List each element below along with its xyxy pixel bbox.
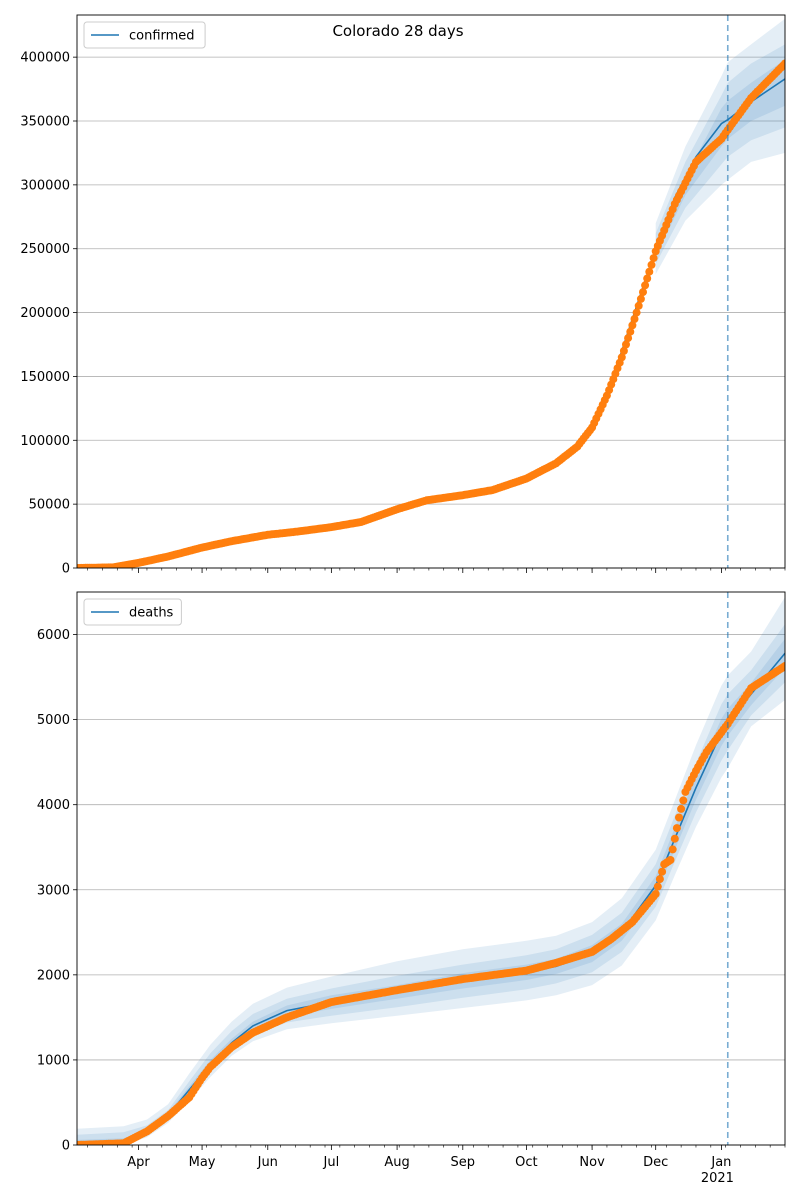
deaths-legend-box [83, 598, 182, 626]
confirmed-axes-frame [76, 14, 786, 569]
deaths-xtick-label: May [189, 1155, 216, 1170]
deaths-xtick-label: Dec [643, 1155, 668, 1170]
confirmed-plot-area [77, 18, 785, 568]
confirmed-ytick-label: 100000 [20, 434, 70, 449]
confirmed-observed-point [622, 340, 630, 349]
confirmed-observed-point [626, 327, 635, 336]
deaths-xtick-label: Oct [515, 1155, 537, 1170]
confirmed-ytick-label: 0 [62, 562, 70, 577]
chart-title: Colorado 28 days [332, 22, 463, 40]
confirmed-observed-point [617, 353, 626, 362]
confirmed-observed-point [781, 59, 785, 68]
deaths-xtick-label: Jun [257, 1155, 278, 1170]
deaths-xtick-label: Jul [323, 1155, 340, 1170]
confirmed-observed-point [634, 301, 643, 310]
deaths-observed-point [679, 796, 688, 805]
deaths-band-outer [77, 597, 785, 1145]
confirmed-observed-point [639, 288, 647, 297]
deaths-xtick-label: Sep [451, 1155, 476, 1170]
deaths-ytick-label: 2000 [37, 968, 70, 983]
deaths-observed-point [651, 890, 660, 898]
confirmed-ytick-label: 350000 [20, 115, 70, 130]
deaths-observed-point [666, 856, 675, 864]
deaths-ytick-label: 6000 [37, 628, 70, 643]
deaths-xtick-label: Nov [579, 1155, 605, 1170]
confirmed-ytick-label: 50000 [29, 498, 70, 513]
confirmed-observed-point [628, 321, 637, 330]
deaths-observed-point [677, 804, 686, 813]
deaths-ytick-label: 0 [62, 1139, 70, 1154]
deaths-xtick-sublabel: 2021 [701, 1171, 734, 1186]
confirmed-observed-point [641, 281, 650, 290]
confirmed-observed-point [636, 294, 645, 303]
deaths-ytick-label: 1000 [37, 1053, 70, 1068]
confirmed-ytick-label: 300000 [20, 178, 70, 193]
deaths-observed-point [653, 882, 662, 891]
deaths-ytick-label: 4000 [37, 798, 70, 813]
deaths-observed-point [668, 845, 677, 854]
confirmed-legend: confirmed [83, 21, 206, 49]
deaths-legend-label: deaths [129, 606, 174, 621]
deaths-panel: 0 1000 2000 3000 4000 5000 6000 Apr May Jun Jul Aug… [37, 591, 786, 1186]
deaths-xtick-label: Apr [127, 1155, 150, 1170]
deaths-band-middle [77, 624, 785, 1145]
confirmed-observed-point [624, 334, 633, 343]
deaths-xtick-label: Aug [384, 1155, 409, 1170]
deaths-observed-point [670, 834, 679, 843]
confirmed-observed-point [643, 274, 652, 283]
confirmed-ytick-label: 150000 [20, 370, 70, 385]
deaths-ytick-label: 3000 [37, 883, 70, 898]
confirmed-observed-point [630, 315, 639, 323]
confirmed-observed-point [619, 346, 628, 355]
confirmed-observed-point [645, 267, 654, 276]
deaths-observed-point [675, 813, 683, 822]
deaths-axes-frame [76, 591, 786, 1146]
deaths-ytick-label: 5000 [37, 713, 70, 728]
confirmed-ytick-label: 250000 [20, 242, 70, 257]
deaths-observed-point [658, 867, 667, 876]
confirmed-legend-box [83, 21, 206, 49]
confirmed-panel: 0 50000 100000 150000 200000 250000 300000 3500… [20, 14, 786, 577]
confirmed-band-inner [655, 59, 785, 257]
deaths-plot-area [77, 597, 785, 1145]
confirmed-observed-point [649, 254, 658, 263]
deaths-xtick-label: Jan [710, 1155, 731, 1170]
deaths-observed-point [781, 662, 785, 670]
confirmed-observed-point [647, 260, 656, 269]
confirmed-ytick-label: 200000 [20, 306, 70, 321]
confirmed-observed-point [632, 308, 641, 317]
confirmed-ytick-label: 400000 [20, 51, 70, 66]
deaths-observed-point [655, 875, 664, 884]
deaths-observed-point [672, 824, 681, 833]
confirmed-band-outer [655, 18, 785, 275]
deaths-legend: deaths [83, 598, 182, 626]
confirmed-legend-label: confirmed [129, 29, 195, 44]
